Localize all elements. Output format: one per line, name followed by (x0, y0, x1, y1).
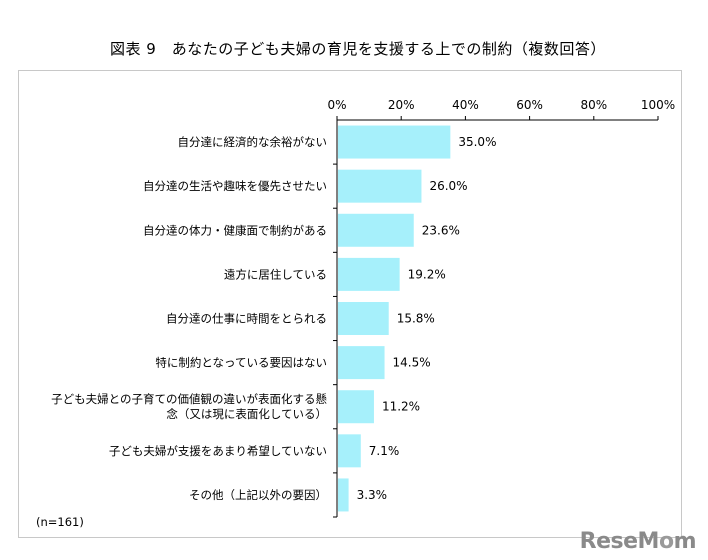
sample-size-note: (n=161) (36, 515, 84, 529)
bar-value-label: 15.8% (397, 312, 435, 326)
category-label: 自分達の体力・健康面で制約がある (143, 223, 327, 237)
category-label: 自分達の生活や趣味を優先させたい (143, 179, 327, 193)
category-label: 子ども夫婦との子育ての価値観の違いが表面化する懸 (51, 392, 327, 406)
x-tick-label: 0% (327, 98, 346, 112)
category-label: 遠方に居住している (224, 267, 327, 281)
bar (338, 302, 389, 335)
bar-value-label: 3.3% (357, 488, 388, 502)
category-label: 自分達の仕事に時間をとられる (166, 312, 327, 326)
category-label: その他（上記以外の要因） (189, 488, 327, 502)
x-tick-label: 40% (452, 98, 479, 112)
bar (338, 213, 414, 247)
bar (338, 346, 385, 380)
bar (338, 169, 422, 203)
bar-value-label: 23.6% (422, 223, 460, 237)
category-label: 自分達に経済的な余裕がない (178, 135, 328, 149)
x-tick-label: 20% (388, 98, 415, 112)
x-tick-label: 80% (580, 98, 607, 112)
bar-value-label: 35.0% (458, 135, 496, 149)
bar-value-label: 19.2% (408, 267, 446, 281)
bar (338, 390, 374, 424)
category-label: 特に制約となっている要因はない (155, 356, 327, 370)
resemom-logo: ReseMom (579, 529, 697, 554)
x-tick-label: 60% (516, 98, 543, 112)
bar (338, 478, 349, 512)
chart-frame (18, 70, 682, 538)
bar (338, 125, 451, 159)
chart-title: 図表 9 あなたの子ども夫婦の育児を支援する上での制約（複数回答） (110, 40, 606, 58)
bar-value-label: 11.2% (382, 400, 420, 414)
x-tick-label: 100% (641, 98, 675, 112)
bar (338, 434, 361, 468)
category-label: 子ども夫婦が支援をあまり希望していない (109, 444, 327, 458)
category-label: 念（又は現に表面化している） (166, 407, 327, 421)
bar-value-label: 7.1% (369, 444, 400, 458)
bar-value-label: 26.0% (429, 179, 467, 193)
bar (338, 257, 400, 291)
bar-value-label: 14.5% (393, 356, 431, 370)
